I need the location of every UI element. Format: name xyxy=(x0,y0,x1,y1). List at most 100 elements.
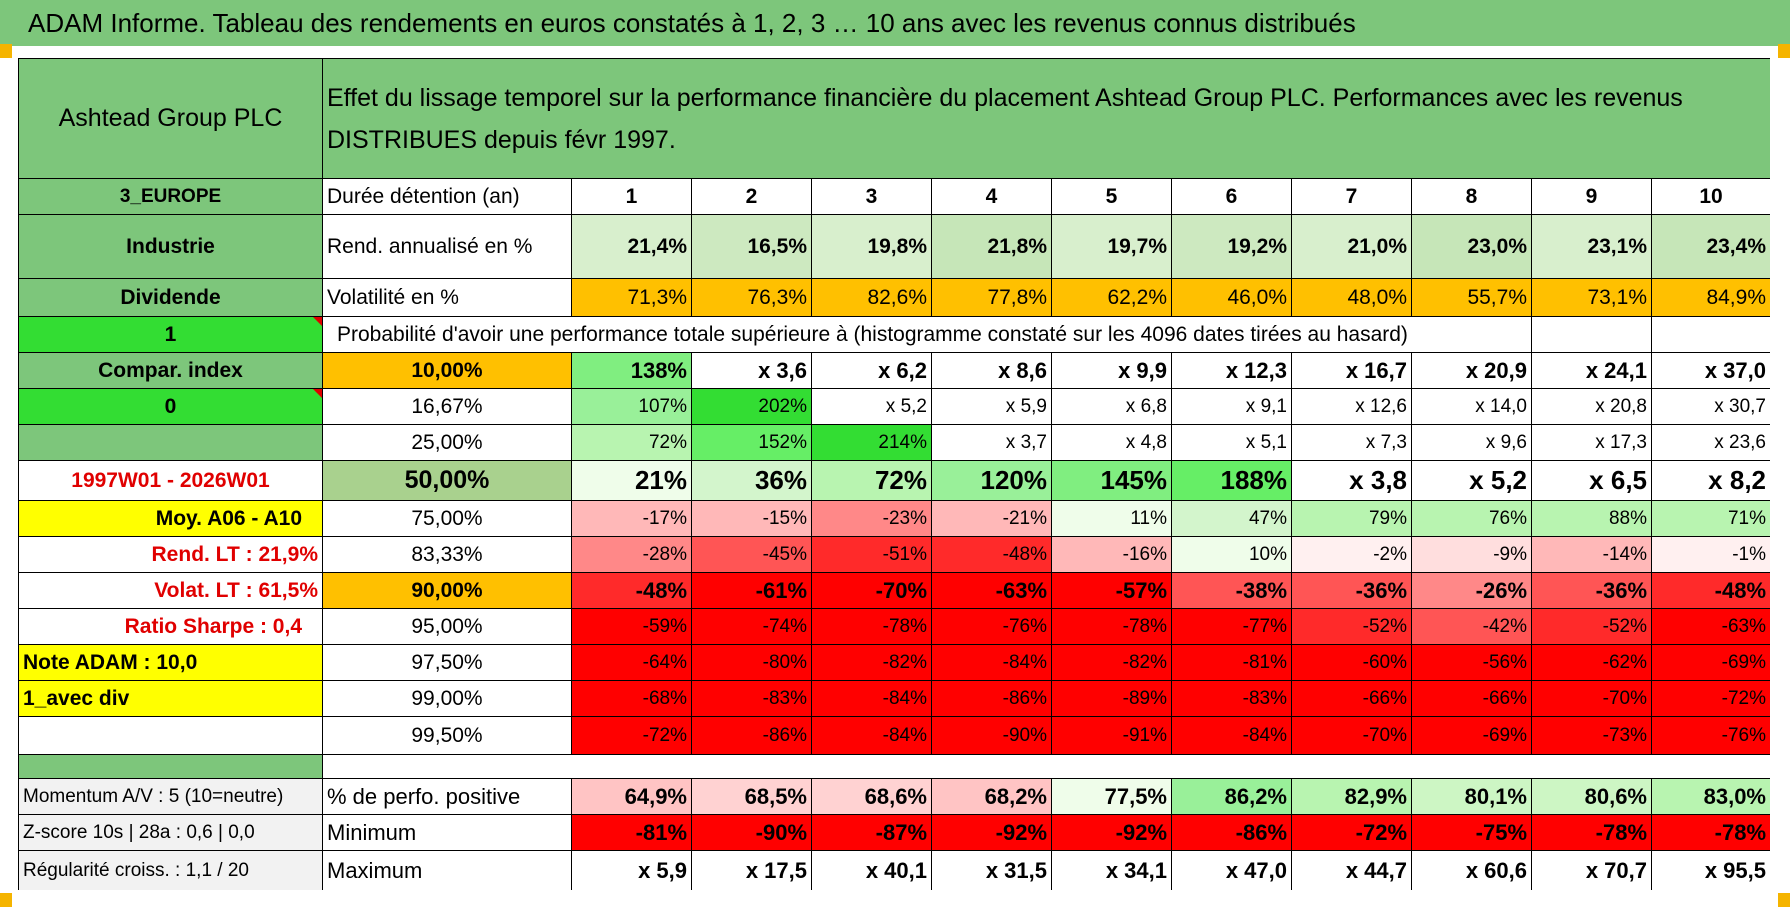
percentile-8: 97,50% xyxy=(323,645,571,680)
left-label-4: Compar. index xyxy=(19,353,322,388)
matrix-cell: -83% xyxy=(1172,681,1291,716)
matrix-cell: -36% xyxy=(1292,573,1411,608)
matrix-cell: -61% xyxy=(692,573,811,608)
bottom-positive-10: 83,0% xyxy=(1652,779,1770,814)
matrix-cell: 72% xyxy=(572,425,691,460)
matrix-cell: x 3,6 xyxy=(692,353,811,388)
bottom-positive-1: 64,9% xyxy=(572,779,691,814)
matrix-cell: -64% xyxy=(572,645,691,680)
rend-value-4: 21,8% xyxy=(932,215,1051,278)
bottom-maximum-3: x 40,1 xyxy=(812,851,931,890)
percentile-7: 95,00% xyxy=(323,609,571,644)
matrix-cell: x 17,3 xyxy=(1532,425,1651,460)
vol-value-7: 48,0% xyxy=(1292,279,1411,316)
rend-value-5: 19,7% xyxy=(1052,215,1171,278)
matrix-cell: -51% xyxy=(812,537,931,572)
company-name: Ashtead Group PLC xyxy=(19,59,322,178)
matrix-cell: -69% xyxy=(1652,645,1770,680)
corner-marker-bottom-right xyxy=(1778,893,1790,907)
vol-value-1: 71,3% xyxy=(572,279,691,316)
bottom-label-0: % de perfo. positive xyxy=(323,779,571,814)
bottom-minimum-2: -90% xyxy=(692,815,811,850)
spacer-blank xyxy=(323,755,1770,778)
bottom-minimum-1: -81% xyxy=(572,815,691,850)
bottom-minimum-6: -86% xyxy=(1172,815,1291,850)
bottom-positive-4: 68,2% xyxy=(932,779,1051,814)
matrix-cell: 138% xyxy=(572,353,691,388)
percentile-1: 16,67% xyxy=(323,389,571,424)
percentile-4: 75,00% xyxy=(323,501,571,536)
year-9: 9 xyxy=(1532,179,1651,214)
matrix-cell: -82% xyxy=(1052,645,1171,680)
percentile-3: 50,00% xyxy=(323,461,571,500)
matrix-cell: -56% xyxy=(1412,645,1531,680)
year-7: 7 xyxy=(1292,179,1411,214)
matrix-cell: x 16,7 xyxy=(1292,353,1411,388)
left-label-10: Volat. LT : 61,5% xyxy=(19,573,322,608)
bottom-positive-6: 86,2% xyxy=(1172,779,1291,814)
vol-value-4: 77,8% xyxy=(932,279,1051,316)
corner-marker-right xyxy=(1778,44,1790,58)
matrix-cell: 202% xyxy=(692,389,811,424)
matrix-cell: -48% xyxy=(572,573,691,608)
spacer-green xyxy=(19,755,322,778)
matrix-cell: x 9,6 xyxy=(1412,425,1531,460)
left-label-5: 0 xyxy=(19,389,322,424)
matrix-cell: 10% xyxy=(1172,537,1291,572)
rend-value-1: 21,4% xyxy=(572,215,691,278)
vol-value-6: 46,0% xyxy=(1172,279,1291,316)
matrix-cell: x 9,9 xyxy=(1052,353,1171,388)
matrix-cell: 72% xyxy=(812,461,931,500)
matrix-cell: -57% xyxy=(1052,573,1171,608)
performance-table: Ashtead Group PLC Effet du lissage tempor… xyxy=(18,58,1770,890)
left-label-8: Moy. A06 - A10 xyxy=(19,501,322,536)
left-label-11: Ratio Sharpe : 0,4 xyxy=(19,609,322,644)
matrix-cell: x 4,8 xyxy=(1052,425,1171,460)
matrix-cell: x 5,1 xyxy=(1172,425,1291,460)
bottom-left-0: Momentum A/V : 5 (10=neutre) xyxy=(19,779,322,814)
matrix-cell: -70% xyxy=(812,573,931,608)
matrix-cell: x 3,7 xyxy=(932,425,1051,460)
matrix-cell: x 6,5 xyxy=(1532,461,1651,500)
left-label-12: Note ADAM : 10,0 xyxy=(19,645,322,680)
left-label-0: 3_EUROPE xyxy=(19,179,322,214)
matrix-cell: x 20,8 xyxy=(1532,389,1651,424)
matrix-cell: x 14,0 xyxy=(1412,389,1531,424)
matrix-cell: -86% xyxy=(692,717,811,754)
bottom-minimum-8: -75% xyxy=(1412,815,1531,850)
matrix-cell: -48% xyxy=(1652,573,1770,608)
matrix-cell: -84% xyxy=(812,717,931,754)
matrix-cell: x 30,7 xyxy=(1652,389,1770,424)
matrix-cell: -42% xyxy=(1412,609,1531,644)
matrix-cell: -14% xyxy=(1532,537,1651,572)
matrix-cell: -48% xyxy=(932,537,1051,572)
matrix-cell: 71% xyxy=(1652,501,1770,536)
matrix-cell: x 20,9 xyxy=(1412,353,1531,388)
matrix-cell: -72% xyxy=(1652,681,1770,716)
matrix-cell: -86% xyxy=(932,681,1051,716)
matrix-cell: -84% xyxy=(1172,717,1291,754)
vol-value-5: 62,2% xyxy=(1052,279,1171,316)
matrix-cell: x 3,8 xyxy=(1292,461,1411,500)
matrix-cell: -52% xyxy=(1292,609,1411,644)
rend-value-6: 19,2% xyxy=(1172,215,1291,278)
matrix-cell: 107% xyxy=(572,389,691,424)
left-label-9: Rend. LT : 21,9% xyxy=(19,537,322,572)
matrix-cell: 188% xyxy=(1172,461,1291,500)
rend-value-3: 19,8% xyxy=(812,215,931,278)
left-label-13: 1_avec div xyxy=(19,681,322,716)
rend-value-8: 23,0% xyxy=(1412,215,1531,278)
vol-value-8: 55,7% xyxy=(1412,279,1531,316)
matrix-cell: -78% xyxy=(1052,609,1171,644)
percentile-9: 99,00% xyxy=(323,681,571,716)
matrix-cell: -16% xyxy=(1052,537,1171,572)
percentile-10: 99,50% xyxy=(323,717,571,754)
bottom-maximum-10: x 95,5 xyxy=(1652,851,1770,890)
probability-blank-1 xyxy=(1532,317,1651,352)
bottom-minimum-4: -92% xyxy=(932,815,1051,850)
matrix-cell: -90% xyxy=(932,717,1051,754)
matrix-cell: -91% xyxy=(1052,717,1171,754)
matrix-cell: -72% xyxy=(572,717,691,754)
matrix-cell: -70% xyxy=(1292,717,1411,754)
matrix-cell: -28% xyxy=(572,537,691,572)
